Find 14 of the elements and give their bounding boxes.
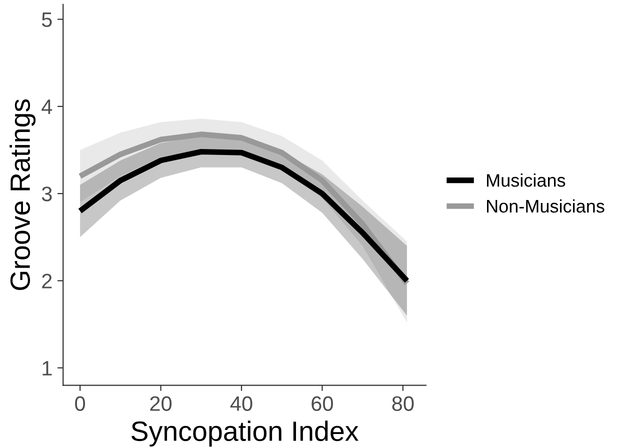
y-tick-label: 4 [42,100,52,114]
x-axis-title: Syncopation Index [132,420,358,447]
y-tick-label: 2 [42,274,52,288]
y-tick-label: 5 [42,12,52,28]
x-tick-label: 60 [312,396,333,411]
legend-label: Musicians [487,174,566,187]
x-tick-label: 80 [392,396,414,411]
y-axis-title: Groove Ratings [10,99,36,290]
y-tick-label: 3 [42,186,52,202]
y-tick-label: 1 [42,361,52,376]
x-tick-label: 40 [230,396,252,411]
x-tick-label: 20 [150,396,172,411]
legend-label: Non-Musicians [487,199,604,213]
x-tick-label: 0 [75,396,86,411]
